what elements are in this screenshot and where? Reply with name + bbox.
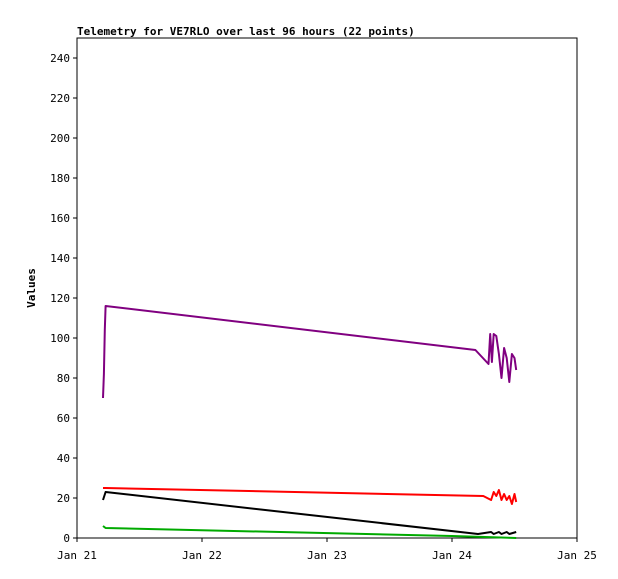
y-tick-label: 120 [50,292,70,305]
y-tick-label: 60 [57,412,70,425]
y-axis: 0 20 40 60 80 100 120 140 160 180 200 220 240 [50,52,77,545]
x-tick-label: Jan 24 [432,549,472,562]
x-axis: Jan 21 Jan 22 Jan 23 Jan 24 Jan 25 [57,538,597,562]
series-line-1 [102,305,518,399]
chart-title: Telemetry for VE7RLO over last 96 hours … [77,25,415,38]
x-tick-label: Jan 23 [307,549,347,562]
y-tick-label: 80 [57,372,70,385]
y-tick-label: 40 [57,452,70,465]
y-tick-label: 20 [57,492,70,505]
x-tick-label: Jan 25 [557,549,597,562]
y-tick-label: 200 [50,132,70,145]
x-tick-label: Jan 21 [57,549,97,562]
y-tick-label: 180 [50,172,70,185]
x-tick-label: Jan 22 [182,549,222,562]
y-axis-label: Values [25,268,38,308]
y-tick-label: 220 [50,92,70,105]
series-group [102,305,518,539]
plot-frame [76,37,578,539]
series-line-2 [103,487,518,505]
y-tick-label: 100 [50,332,70,345]
y-tick-label: 160 [50,212,70,225]
series-line-3 [102,491,517,535]
y-tick-label: 240 [50,52,70,65]
y-tick-label: 140 [50,252,70,265]
y-tick-label: 0 [63,532,70,545]
series-line-4 [102,525,517,539]
